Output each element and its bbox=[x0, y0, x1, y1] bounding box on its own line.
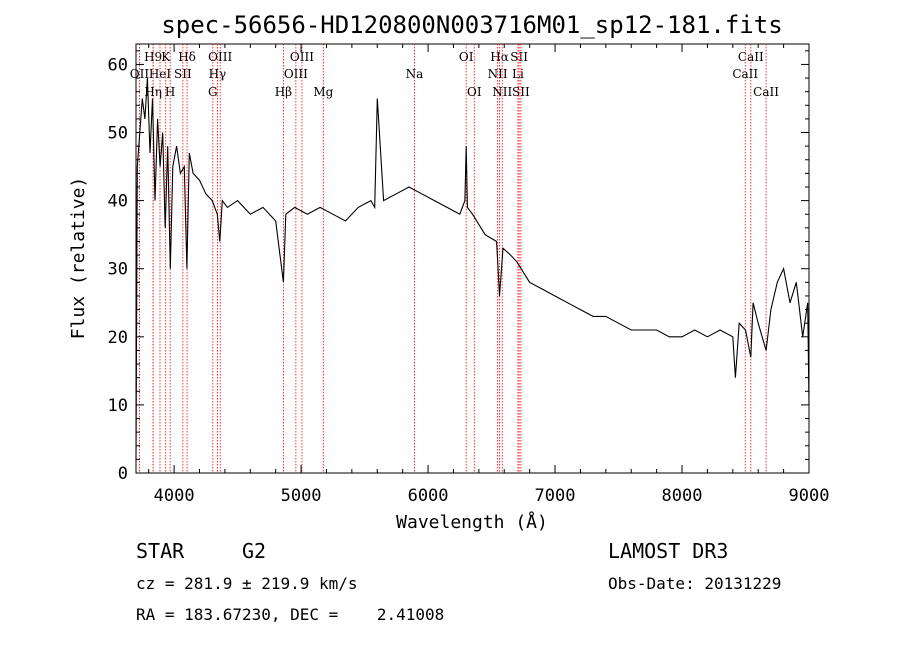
y-tick-label: 60 bbox=[108, 55, 128, 75]
spectral-line-label: OIII bbox=[290, 50, 314, 64]
spectral-line-label: Hδ bbox=[178, 50, 196, 64]
x-tick-label: 8000 bbox=[662, 486, 703, 506]
y-tick-label: 30 bbox=[108, 260, 128, 280]
spectral-line-label: CaII bbox=[753, 85, 779, 99]
spectral-line-label: Hβ bbox=[275, 85, 292, 99]
spectral-line-label: Hη bbox=[144, 85, 162, 99]
x-tick-label: 4000 bbox=[154, 486, 195, 506]
spectral-line-label: Hα bbox=[490, 50, 509, 64]
spectral-line-label: OI bbox=[467, 85, 482, 99]
x-tick-label: 5000 bbox=[281, 486, 322, 506]
object-class: STAR bbox=[136, 539, 185, 563]
y-tick-label: 40 bbox=[108, 192, 128, 212]
spectral-line-label: NII bbox=[488, 67, 508, 81]
spectral-line-label: Li bbox=[512, 67, 524, 81]
axis-ticks: 4000 5000 6000 7000 8000 9000 0 10 20 30 40 50 60 bbox=[108, 44, 830, 506]
spectral-line-label: OIII bbox=[284, 67, 308, 81]
x-axis-label: Wavelength (Å) bbox=[396, 511, 548, 533]
y-tick-label: 0 bbox=[118, 464, 128, 484]
survey-name: LAMOST DR3 bbox=[608, 539, 728, 563]
spectral-line-label: Mg bbox=[313, 85, 333, 99]
spectral-line-label: SII bbox=[510, 50, 528, 64]
y-tick-label: 50 bbox=[108, 124, 128, 144]
spectral-line-label: OII bbox=[130, 67, 150, 81]
x-tick-label: 6000 bbox=[408, 486, 449, 506]
observation-date: Obs-Date: 20131229 bbox=[608, 574, 781, 593]
y-tick-label: 10 bbox=[108, 396, 128, 416]
x-tick-label: 9000 bbox=[789, 486, 830, 506]
y-tick-label: 20 bbox=[108, 328, 128, 348]
spectral-line-label: G bbox=[208, 85, 218, 99]
object-subclass: G2 bbox=[242, 539, 266, 563]
spectral-line-label: CaII bbox=[738, 50, 764, 64]
spectrum-series-line bbox=[135, 77, 810, 460]
spectral-line-label: H bbox=[165, 85, 175, 99]
spectral-line-label: HeI bbox=[149, 67, 172, 81]
spectral-line-label: Hγ bbox=[209, 67, 227, 81]
spectral-line-label: OI bbox=[459, 50, 474, 64]
spectral-line-label: SII bbox=[174, 67, 192, 81]
sky-coordinates: RA = 183.67230, DEC = 2.41008 bbox=[136, 605, 444, 624]
spectral-line-label: CaII bbox=[732, 67, 758, 81]
x-tick-label: 7000 bbox=[535, 486, 576, 506]
plot-frame bbox=[135, 43, 810, 474]
spectral-line-label: K bbox=[161, 50, 171, 64]
spectral-line-label: SII bbox=[512, 85, 530, 99]
spectral-line-label: NII bbox=[492, 85, 512, 99]
chart-title: spec-56656-HD120800N003716M01_sp12-181.f… bbox=[161, 11, 782, 39]
y-axis-label: Flux (relative) bbox=[68, 177, 89, 340]
spectral-line-label: OIII bbox=[208, 50, 232, 64]
spectral-line-label: Na bbox=[406, 67, 424, 81]
redshift-velocity: cz = 281.9 ± 219.9 km/s bbox=[136, 574, 358, 593]
